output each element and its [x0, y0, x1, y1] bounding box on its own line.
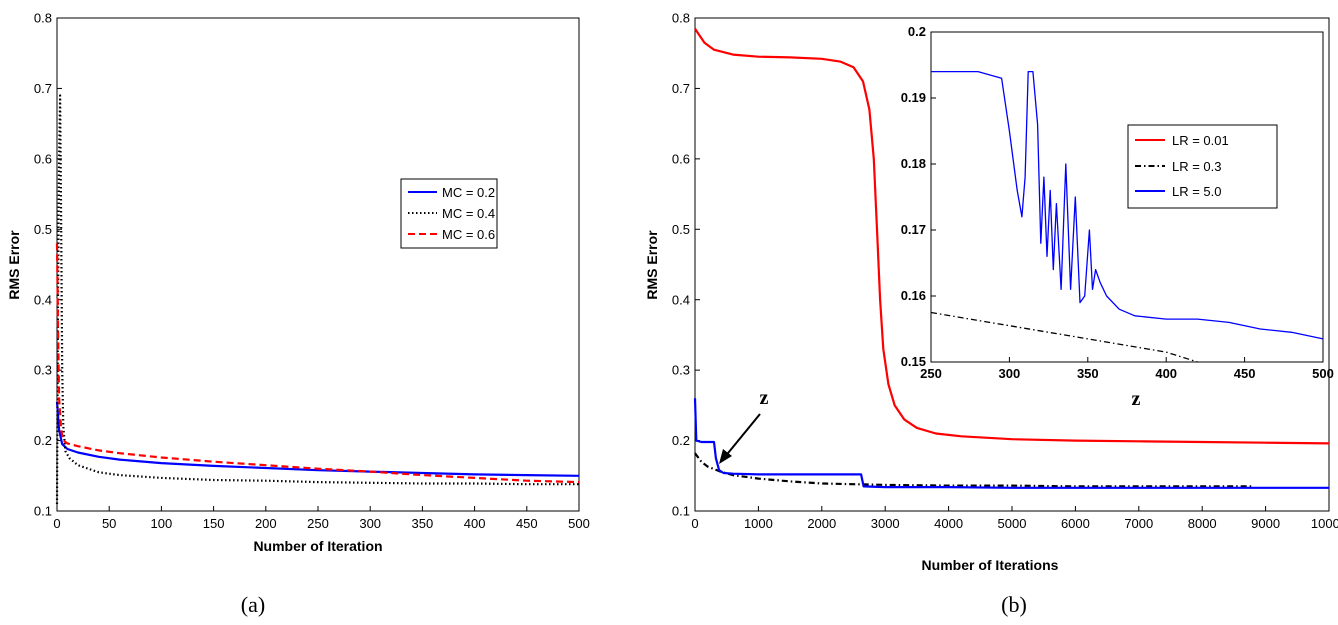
chart-a-xtick-label-3: 150 — [203, 516, 225, 531]
chart-a-ytick-label-5: 0.6 — [34, 151, 52, 166]
chart-b-inset-ytick-label-4: 0.19 — [901, 90, 926, 105]
chart-b-xtick-label-2: 2000 — [807, 516, 836, 531]
chart-a-legend-label-1: MC = 0.4 — [442, 206, 495, 221]
chart-b-ylabel: RMS Error — [644, 230, 660, 300]
chart-a: 0 50 100 150 200 250 300 350 400 450 500 0.1 0.2 0.3 0… — [6, 11, 590, 617]
chart-b-inset-xtick-label-1: 300 — [999, 366, 1021, 381]
chart-a-frame — [56, 17, 580, 512]
chart-a-xtick-label-8: 400 — [464, 516, 486, 531]
chart-a-legend-label-0: MC = 0.2 — [442, 185, 495, 200]
chart-b-inset-xtick-label-0: 250 — [920, 366, 942, 381]
chart-b-caption: (b) — [1001, 592, 1027, 617]
chart-b-inset-ytick-label-3: 0.18 — [901, 156, 926, 171]
chart-a-xtick-label-4: 200 — [255, 516, 277, 531]
chart-a-ytick-label-2: 0.3 — [34, 363, 52, 378]
chart-a-ytick-label-7: 0.8 — [34, 11, 52, 26]
chart-b-legend-label-1: LR = 0.3 — [1172, 159, 1222, 174]
chart-b-inset-xtick-label-2: 350 — [1077, 366, 1099, 381]
chart-b-ytick-label-6: 0.7 — [672, 81, 690, 96]
chart-b-series-1 — [694, 452, 1253, 488]
chart-b-inset-ytick-label-2: 0.17 — [901, 222, 926, 237]
chart-b-inset: 250 300 350 400 450 500 0.15 0.16 0.17 0.18 0.19 0.… — [901, 24, 1334, 410]
chart-b-xtick-label-4: 4000 — [934, 516, 963, 531]
chart-a-xtick-label-10: 500 — [568, 516, 590, 531]
chart-a-xtick-label-6: 300 — [359, 516, 381, 531]
chart-a-ytick-label-4: 0.5 — [34, 222, 52, 237]
chart-a-series-1 — [55, 94, 579, 505]
chart-b-ytick-label-0: 0.1 — [672, 504, 690, 519]
chart-b-ytick-label-1: 0.2 — [672, 433, 690, 448]
chart-a-xlabel: Number of Iteration — [253, 538, 382, 554]
chart-b-xtick-label-7: 7000 — [1124, 516, 1153, 531]
chart-b-inset-xtick-label-5: 500 — [1312, 366, 1334, 381]
chart-a-ytick-label-1: 0.2 — [34, 433, 52, 448]
chart-b-annotation-arrowhead — [719, 449, 732, 464]
chart-b-inset-ytick-label-5: 0.2 — [908, 24, 926, 39]
chart-b-ytick-label-7: 0.8 — [672, 11, 690, 26]
chart-a-xtick-label-7: 350 — [412, 516, 434, 531]
chart-b-xtick-label-0: 0 — [691, 516, 698, 531]
chart-a-xtick-label-1: 50 — [102, 516, 116, 531]
chart-b-annotation: z — [719, 387, 769, 464]
chart-b-xtick-label-1: 1000 — [744, 516, 773, 531]
chart-a-ytick-label-3: 0.4 — [34, 292, 52, 307]
chart-b-legend-label-0: LR = 0.01 — [1172, 133, 1229, 148]
chart-b-xtick-label-5: 5000 — [998, 516, 1027, 531]
chart-a-xtick-label-9: 450 — [516, 516, 538, 531]
chart-b-inset-ytick-label-1: 0.16 — [901, 288, 926, 303]
chart-b-inset-ytick-label-0: 0.15 — [901, 354, 926, 369]
chart-b-inset-series-0 — [931, 70, 1324, 340]
chart-a-ytick-label-0: 0.1 — [34, 504, 52, 519]
chart-b-legend: LR = 0.01 LR = 0.3 LR = 5.0 — [1127, 124, 1278, 209]
chart-a-legend: MC = 0.2 MC = 0.4 MC = 0.6 — [400, 178, 498, 249]
chart-b-ytick-label-5: 0.6 — [672, 151, 690, 166]
chart-b-inset-label: z — [1132, 388, 1141, 410]
chart-b-xtick-label-6: 6000 — [1061, 516, 1090, 531]
chart-b-inset-xtick-label-4: 450 — [1234, 366, 1256, 381]
chart-a-xtick-label-5: 250 — [307, 516, 329, 531]
chart-a-series-0 — [55, 401, 580, 477]
chart-a-ytick-label-6: 0.7 — [34, 81, 52, 96]
chart-a-xtick-label-2: 100 — [151, 516, 173, 531]
chart-b-series-2 — [693, 398, 1329, 489]
chart-a-ylabel: RMS Error — [6, 230, 22, 300]
chart-b-xtick-label-8: 8000 — [1188, 516, 1217, 531]
chart-a-caption: (a) — [241, 592, 265, 617]
chart-b-xtick-label-9: 9000 — [1251, 516, 1280, 531]
chart-b-annotation-label: z — [760, 387, 769, 409]
chart-b-series-0 — [694, 27, 1330, 445]
chart-b-ytick-label-2: 0.3 — [672, 363, 690, 378]
chart-b-annotation-arrow-shaft — [723, 413, 761, 459]
chart-b: 0 1000 2000 3000 4000 5000 6000 7000 8000 9000 100… — [644, 11, 1338, 617]
chart-a-xtick-label-0: 0 — [53, 516, 60, 531]
chart-b-legend-label-2: LR = 5.0 — [1172, 184, 1222, 199]
chart-b-inset-xtick-label-3: 400 — [1155, 366, 1177, 381]
chart-b-xlabel: Number of Iterations — [922, 557, 1059, 573]
chart-b-ytick-label-3: 0.4 — [672, 292, 690, 307]
chart-b-xtick-label-3: 3000 — [871, 516, 900, 531]
chart-a-legend-label-2: MC = 0.6 — [442, 227, 495, 242]
chart-b-ytick-label-4: 0.5 — [672, 222, 690, 237]
chart-a-series-2 — [55, 243, 580, 484]
